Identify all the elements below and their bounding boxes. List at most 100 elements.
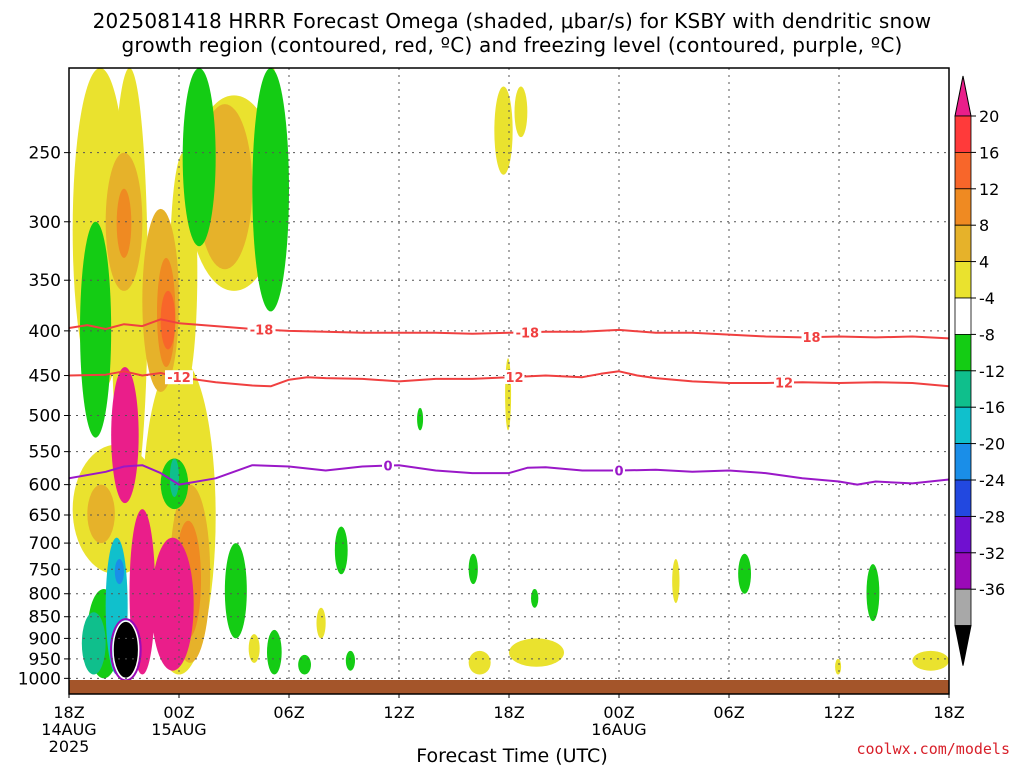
contour-label: 0 [614,464,623,479]
omega-region [252,68,289,312]
x-tick-label: 18Z [933,703,964,722]
y-tick-label: 850 [29,608,61,628]
colorbar-swatch [954,370,972,408]
contour-label: -12 [167,371,191,386]
x-tick-label: 18Z [493,703,524,722]
colorbar-swatch [954,443,972,481]
omega-region [468,553,478,585]
colorbar-label: -32 [979,544,1005,563]
x-tick-label: 14AUG [41,720,96,739]
contour-label: -18 [516,326,540,341]
credit-text: coolwx.com/models [856,740,1010,758]
contour-label-bg [504,369,525,384]
colorbar-label: 20 [979,107,999,126]
plot-area: -18 -18 18 -12 12 12 0 0 [68,67,950,695]
colorbar-label: 12 [979,180,999,199]
contour-label-bg [165,370,193,385]
omega-region [514,86,528,138]
temperature-contours: -18 -18 18 -12 12 12 0 0 [69,318,949,486]
contour-label: 18 [802,331,820,346]
colorbar-label: -8 [979,325,995,344]
colorbar-label: -4 [979,289,995,308]
colorbar-swatch [954,224,972,262]
x-tick-label: 12Z [823,703,854,722]
y-tick-label: 250 [29,144,61,164]
x-tick-label: 06Z [713,703,744,722]
omega-region [417,407,424,431]
omega-region [672,559,680,604]
contour-label: 12 [505,371,523,386]
colorbar-label: 8 [979,216,989,235]
colorbar-swatch [954,516,972,554]
colorbar-label: -24 [979,471,1005,490]
colorbar-swatch [954,261,972,299]
y-tick-label: 700 [29,534,61,554]
omega-region [866,564,880,622]
contour-label-bg [613,463,625,478]
x-tick-label: 00Z [163,703,194,722]
x-tick-label: 18Z [53,703,84,722]
contour-label-bg [382,458,394,473]
y-tick-label: 350 [29,271,61,291]
colorbar-label: -36 [979,580,1005,599]
omega-region [182,68,216,247]
x-tick-label: 00Z [603,703,634,722]
colorbar-label: 16 [979,143,999,162]
omega-region [494,86,513,175]
contour-label-bg [774,375,794,390]
omega-region [531,588,539,608]
contour-label-bg [801,330,822,345]
x-tick-label: 12Z [383,703,414,722]
omega-region [505,358,512,431]
omega-region [298,654,312,675]
colorbar-label: -16 [979,398,1005,417]
colorbar-swatch [954,188,972,226]
y-tick-label: 300 [29,213,61,233]
x-tick-label: 2025 [49,737,90,756]
y-tick-label: 900 [29,629,61,649]
colorbar-label: -28 [979,507,1005,526]
chart-title-line-1: 2025081418 HRRR Forecast Omega (shaded, … [92,9,932,33]
contour-label: 0 [383,460,392,475]
omega-region [224,543,247,639]
contour-line--18 [69,318,949,340]
y-axis: 2503003504004505005506006507007508008509… [18,144,69,689]
x-tick-label: 06Z [273,703,304,722]
y-tick-label: 600 [29,476,61,496]
x-tick-label: 15AUG [151,720,206,739]
x-axis-label: Forecast Time (UTC) [416,745,608,767]
chart-title-line-2: growth region (contoured, red, ºC) and f… [121,33,903,57]
omega-region [345,650,355,671]
omega-region [111,367,139,504]
contour-line-0 [69,464,949,486]
omega-region [87,484,115,544]
omega-region [114,559,124,585]
colorbar-label: -20 [979,435,1005,454]
colorbar-swatch [954,588,972,627]
omega-region [81,612,106,675]
y-tick-label: 950 [29,650,61,670]
omega-region [738,553,751,594]
contour-label: 12 [775,377,793,392]
y-tick-label: 1000 [18,669,61,689]
colorbar-swatch [954,115,972,153]
omega-region [113,621,139,679]
y-tick-label: 550 [29,443,61,463]
omega-region [468,650,491,675]
y-tick-label: 450 [29,367,61,387]
colorbar-label: 4 [979,253,989,272]
omega-region [169,458,180,498]
colorbar: 20 16 12 8 4 -4 -8 -12 -16 -20 -24 -28 -32 -36 [954,75,1005,666]
omega-region [248,634,260,663]
y-tick-label: 400 [29,322,61,342]
colorbar-swatch [954,552,972,590]
omega-region [267,629,282,675]
omega-region [80,221,112,438]
y-tick-label: 650 [29,506,61,526]
contour-label-bg [513,325,542,340]
omega-region [151,537,194,671]
omega-region [316,607,326,639]
omega-region [116,188,132,258]
omega-region [334,526,348,575]
